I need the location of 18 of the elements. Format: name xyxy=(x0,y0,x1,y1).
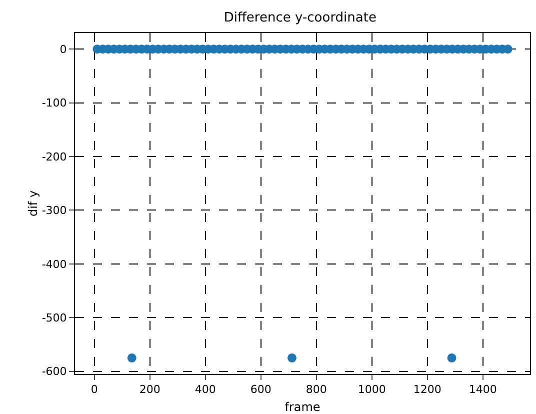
y-axis-title: dif y xyxy=(26,190,40,217)
x-tick-label: 200 xyxy=(139,383,160,396)
y-tick-label: -500 xyxy=(42,311,67,324)
x-tick-label: 0 xyxy=(90,383,98,396)
y-tick-label: -600 xyxy=(42,365,67,378)
x-axis-title: frame xyxy=(284,400,320,414)
x-tick-label: 600 xyxy=(250,383,272,396)
chart-title: Difference y-coordinate xyxy=(224,10,376,26)
y-tick-label: -200 xyxy=(42,150,67,164)
x-tick-label: 1000 xyxy=(358,383,386,396)
y-tick-label: -300 xyxy=(42,204,67,218)
y-tick-label: -400 xyxy=(42,258,67,271)
x-tick-label: 800 xyxy=(306,383,327,396)
y-tick-label: -100 xyxy=(42,96,67,110)
x-tick-label: 400 xyxy=(194,383,216,396)
x-tick-label: 1200 xyxy=(413,383,442,396)
x-tick-label: 1400 xyxy=(468,383,497,396)
y-tick-label: 0 xyxy=(60,42,67,56)
